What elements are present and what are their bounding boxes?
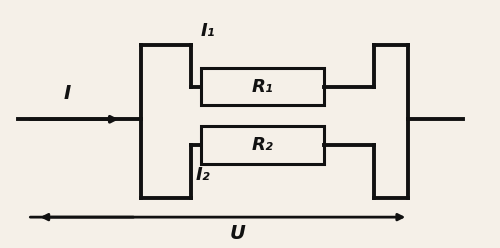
Text: R₁: R₁ xyxy=(252,78,273,96)
Bar xyxy=(200,68,324,105)
Text: U: U xyxy=(230,224,246,243)
Text: I₂: I₂ xyxy=(196,166,210,184)
Bar xyxy=(200,126,324,163)
Text: I₁: I₁ xyxy=(200,22,215,40)
Text: I: I xyxy=(64,84,70,103)
Text: R₂: R₂ xyxy=(252,136,273,154)
